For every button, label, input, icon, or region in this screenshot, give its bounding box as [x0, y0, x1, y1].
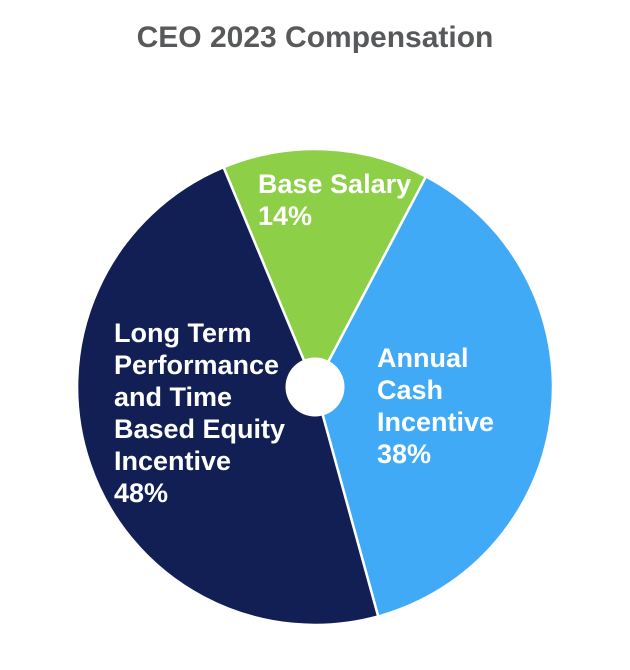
slice-label-long-term-equity-incentive: Long Term Performance and Time Based Equity…: [114, 317, 285, 509]
slice-label-line: 48%: [114, 478, 169, 508]
slice-label-line: Incentive: [114, 446, 232, 476]
slice-label-line: Long Term: [114, 318, 252, 348]
slice-label-line: Incentive: [377, 407, 495, 437]
slice-label-line: Based Equity: [114, 414, 286, 444]
slice-label-line: 14%: [258, 201, 313, 231]
pie-slice-1: [313, 175, 555, 618]
slice-label-base-salary: Base Salary 14%: [258, 168, 411, 232]
chart-title: CEO 2023 Compensation: [136, 21, 494, 54]
pie-slice-0: [222, 147, 428, 389]
slice-label-annual-cash-incentive: Annual Cash Incentive 38%: [377, 342, 494, 470]
slice-label-line: Annual: [377, 343, 469, 373]
pie-slice-2: [75, 166, 380, 627]
slice-label-line: Cash: [377, 375, 444, 405]
slice-label-line: Performance: [114, 350, 280, 380]
slice-label-line: 38%: [377, 439, 432, 469]
slice-label-line: and Time: [114, 382, 233, 412]
slice-label-line: Base Salary: [258, 169, 412, 199]
donut-hole: [285, 357, 345, 417]
